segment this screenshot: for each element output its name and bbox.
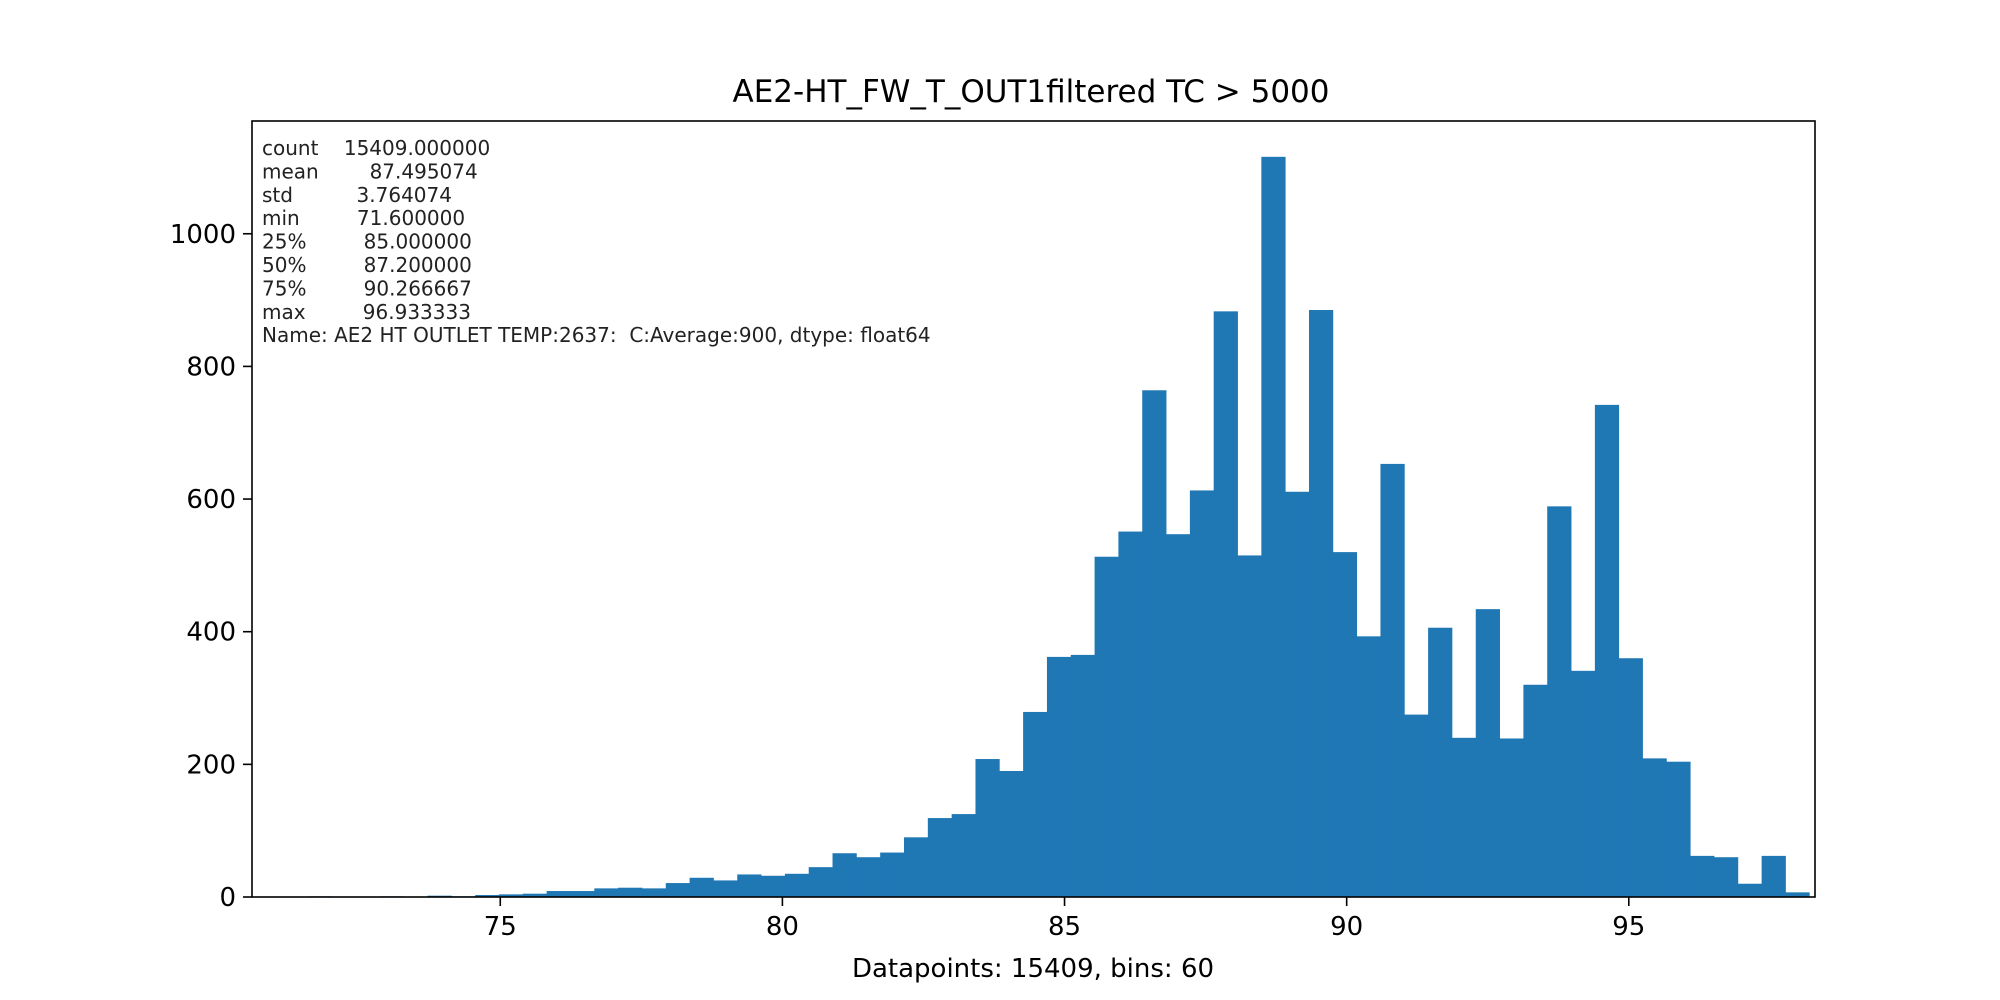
histogram-bar: [1451, 737, 1477, 897]
histogram-bar: [951, 814, 976, 897]
chart-title: AE2-HT_FW_T_OUT1filtered TC > 5000: [733, 74, 1330, 110]
stats-line: min 71.600000: [262, 206, 465, 230]
histogram-bar: [1380, 463, 1405, 897]
histogram-bar: [1571, 670, 1596, 897]
x-tick-label: 75: [484, 912, 517, 942]
histogram-bar: [499, 894, 524, 897]
histogram-bar: [880, 852, 905, 897]
stats-line: max 96.933333: [262, 300, 471, 324]
histogram-bar: [927, 818, 953, 897]
histogram-bar: [570, 891, 595, 897]
stats-line: 25% 85.000000: [262, 230, 472, 254]
histogram-bar: [522, 893, 548, 897]
histogram-bar: [1428, 627, 1453, 897]
histogram-bar: [1523, 684, 1548, 897]
histogram-bar: [618, 887, 643, 897]
histogram-bar: [832, 853, 857, 897]
histogram-bar: [1308, 310, 1334, 897]
histogram-bar: [999, 770, 1024, 897]
histogram-bar: [641, 888, 667, 897]
x-tick-label: 90: [1330, 912, 1363, 942]
stats-line: mean 87.495074: [262, 159, 478, 183]
histogram-bar: [665, 883, 690, 897]
histogram-bar: [1761, 855, 1786, 897]
histogram-bar: [1594, 404, 1620, 897]
histogram-bar: [975, 759, 1000, 897]
y-tick-label: 400: [186, 618, 236, 648]
y-tick-label: 0: [219, 883, 236, 913]
stats-line: std 3.764074: [262, 183, 452, 207]
x-axis-label: Datapoints: 15409, bins: 60: [852, 954, 1214, 984]
histogram-bar: [1094, 556, 1119, 897]
x-tick-label: 85: [1048, 912, 1081, 942]
stats-line: 75% 90.266667: [262, 276, 472, 300]
histogram-bar: [856, 857, 881, 897]
y-tick-label: 600: [186, 485, 236, 515]
histogram-bar: [904, 837, 929, 897]
histogram-bar: [737, 874, 762, 897]
x-tick-label: 80: [766, 912, 799, 942]
histogram-bar: [689, 877, 714, 897]
histogram-bar: [1166, 534, 1191, 897]
histogram-bar: [1261, 156, 1286, 897]
histogram-bar: [1666, 761, 1691, 897]
histogram-bar: [1070, 654, 1095, 897]
histogram-bar: [1785, 892, 1810, 897]
histogram-bar: [1713, 857, 1739, 897]
histogram-bar: [1237, 555, 1262, 897]
stats-line: 50% 87.200000: [262, 253, 472, 277]
x-tick-label: 95: [1612, 912, 1645, 942]
histogram-bar: [1285, 491, 1310, 897]
histogram-bar: [761, 875, 786, 897]
histogram-bar: [1547, 506, 1572, 897]
y-tick-label: 1000: [170, 220, 236, 250]
histogram-bar: [1618, 658, 1643, 897]
histogram-bar: [1737, 883, 1763, 897]
histogram-bar: [1642, 758, 1667, 897]
histogram-bar: [1690, 855, 1715, 897]
histogram-bars: [308, 156, 1810, 898]
histogram-bar: [1404, 714, 1429, 897]
histogram-bar: [1332, 552, 1358, 897]
plot-frame: [251, 120, 1816, 898]
histogram-bar: [1189, 490, 1215, 897]
histogram-bar: [1499, 738, 1524, 897]
histogram-bar: [1213, 311, 1238, 898]
stats-line: Name: AE2 HT OUTLET TEMP:2637: C:Average…: [262, 323, 931, 347]
histogram-bar: [546, 891, 571, 897]
y-axis-ticks: 0 200 400 600 800 1000: [170, 220, 252, 913]
histogram-bar: [1142, 390, 1167, 897]
stats-line: count 15409.000000: [262, 136, 490, 160]
histogram-bar: [808, 867, 833, 897]
y-tick-label: 200: [186, 750, 236, 780]
histogram-bar: [1046, 656, 1072, 897]
histogram-bar: [1475, 609, 1500, 897]
histogram-bar: [1023, 711, 1048, 897]
histogram-bar: [594, 888, 619, 897]
histogram-bar: [713, 880, 738, 897]
histogram-bar: [475, 895, 500, 897]
histogram-bar: [1118, 531, 1143, 897]
x-axis-ticks: 75 80 85 90 95: [484, 897, 1645, 942]
y-tick-label: 800: [186, 352, 236, 382]
histogram-bar: [1356, 636, 1381, 897]
histogram-bar: [784, 873, 810, 897]
